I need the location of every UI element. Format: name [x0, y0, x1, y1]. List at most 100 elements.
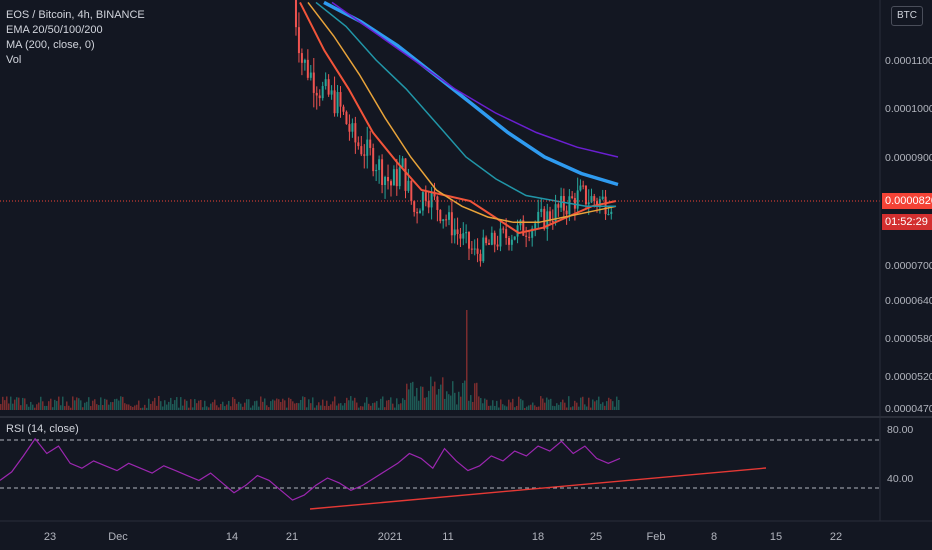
volume-bar: [200, 400, 202, 410]
candle-body: [593, 196, 596, 202]
volume-bar: [86, 401, 88, 410]
volume-bar: [64, 406, 66, 410]
candle-body: [534, 223, 537, 229]
volume-bar: [294, 403, 296, 410]
volume-bar: [50, 398, 52, 410]
volume-bar: [350, 396, 352, 410]
volume-bar: [606, 401, 608, 410]
candle-body: [587, 202, 590, 205]
volume-bar: [594, 401, 596, 410]
volume-bar: [464, 380, 466, 410]
candle-body: [375, 169, 378, 172]
candle-body: [372, 147, 375, 172]
rsi-line: [0, 437, 621, 501]
volume-bar: [90, 406, 92, 410]
candle-body: [531, 228, 534, 238]
volume-bar: [216, 405, 218, 410]
rsi-trendline[interactable]: [309, 467, 767, 510]
candle-body: [502, 228, 505, 230]
currency-badge[interactable]: BTC: [891, 6, 923, 26]
volume-bar: [530, 404, 532, 410]
volume-bar: [180, 397, 182, 410]
candle-body: [462, 233, 465, 239]
volume-bar: [230, 406, 232, 410]
ma-legend[interactable]: MA (200, close, 0): [6, 39, 95, 51]
time-tick-label: Feb: [647, 531, 666, 543]
volume-bar: [194, 399, 196, 410]
volume-bar: [130, 405, 132, 410]
volume-bar: [82, 407, 84, 410]
volume-bar: [214, 399, 216, 410]
volume-bar: [518, 396, 520, 410]
volume-bar: [138, 400, 140, 410]
volume-bar: [222, 401, 224, 410]
volume-bar: [108, 404, 110, 410]
volume-bar: [286, 407, 288, 410]
volume-bar: [308, 399, 310, 410]
candle-body: [445, 219, 448, 221]
volume-bar: [494, 405, 496, 410]
candle-body: [345, 111, 348, 125]
volume-bar: [280, 402, 282, 410]
vol-legend[interactable]: Vol: [6, 54, 22, 66]
volume-bar: [74, 400, 76, 410]
volume-bar: [252, 405, 254, 410]
volume-bar: [386, 400, 388, 410]
volume-bar: [278, 399, 280, 410]
candle-body: [419, 210, 421, 214]
candle-body: [327, 79, 330, 95]
time-tick-label: 23: [44, 531, 56, 543]
volume-bar: [536, 406, 538, 410]
volume-bar: [102, 405, 104, 410]
candle-body: [450, 212, 453, 236]
volume-bar: [470, 395, 472, 410]
candle-body: [525, 235, 528, 237]
volume-bar: [540, 396, 542, 410]
volume-bar: [362, 406, 364, 410]
candle-body: [354, 123, 357, 143]
time-tick-label: 15: [770, 531, 782, 543]
time-tick-label: 11: [442, 531, 453, 543]
candle-body: [468, 232, 470, 249]
volume-bar: [158, 396, 160, 410]
volume-bar: [520, 398, 522, 410]
volume-bar: [378, 407, 380, 410]
volume-bar: [456, 404, 458, 410]
volume-bar: [474, 383, 476, 410]
volume-bar: [432, 386, 434, 410]
volume-bar: [314, 407, 316, 410]
volume-bar: [452, 381, 454, 410]
candle-body: [479, 253, 482, 262]
candle-body: [330, 90, 333, 95]
volume-bar: [454, 392, 456, 410]
volume-bar: [248, 399, 250, 410]
volume-bar: [84, 402, 86, 410]
ma-line-0: [299, 1, 617, 235]
candle-body: [395, 169, 398, 187]
volume-bar: [88, 397, 90, 410]
volume-bar: [370, 405, 372, 410]
candle-body: [448, 212, 450, 220]
volume-bar: [522, 400, 524, 410]
volume-bar: [70, 407, 72, 410]
volume-bar: [34, 407, 36, 410]
volume-bar: [306, 407, 308, 410]
volume-bar: [326, 400, 328, 410]
volume-bar: [486, 399, 488, 410]
volume-bar: [184, 399, 186, 410]
countdown-tag: 01:52:29: [882, 214, 932, 230]
volume-bar: [616, 396, 618, 410]
moving-averages: [299, 0, 619, 235]
candle-body: [407, 180, 410, 191]
ema-legend[interactable]: EMA 20/50/100/200: [6, 24, 103, 36]
volume-bar: [422, 386, 424, 410]
volume-bar: [236, 403, 238, 410]
volume-bar: [466, 310, 468, 410]
volume-bar: [544, 402, 546, 410]
volume-bar: [340, 403, 342, 410]
symbol-title[interactable]: EOS / Bitcoin, 4h, BINANCE: [6, 9, 145, 21]
volume-bar: [324, 405, 326, 410]
volume-bar: [548, 399, 550, 410]
rsi-legend[interactable]: RSI (14, close): [6, 423, 79, 435]
